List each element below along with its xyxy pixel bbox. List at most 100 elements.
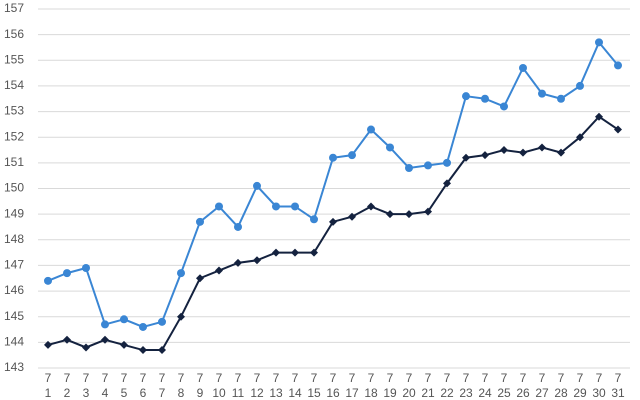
x-tick-label: 4 xyxy=(102,386,109,400)
marker xyxy=(272,248,280,257)
marker xyxy=(614,125,622,134)
marker xyxy=(63,269,71,278)
x-tick-label: 7 xyxy=(159,371,166,385)
marker xyxy=(348,151,356,160)
x-tick-label: 7 xyxy=(368,371,375,385)
marker xyxy=(557,94,565,103)
x-tick-label: 23 xyxy=(459,386,473,400)
x-tick-label: 19 xyxy=(383,386,397,400)
x-tick-label: 31 xyxy=(611,386,625,400)
marker xyxy=(120,315,128,324)
x-tick-label: 29 xyxy=(573,386,587,400)
marker xyxy=(291,248,299,257)
marker xyxy=(386,210,394,219)
x-tick-label: 7 xyxy=(520,371,527,385)
y-tick-label: 154 xyxy=(4,78,24,92)
marker xyxy=(177,312,185,321)
x-tick-label: 25 xyxy=(497,386,511,400)
y-tick-label: 148 xyxy=(4,232,24,246)
marker xyxy=(82,343,90,352)
marker xyxy=(196,217,204,226)
x-tick-label: 7 xyxy=(216,371,223,385)
x-tick-label: 7 xyxy=(387,371,394,385)
x-tick-label: 21 xyxy=(421,386,435,400)
x-tick-label: 7 xyxy=(45,371,52,385)
x-tick-label: 7 xyxy=(615,371,622,385)
x-tick-label: 10 xyxy=(212,386,226,400)
marker xyxy=(101,320,109,329)
marker xyxy=(44,276,52,285)
x-tick-label: 7 xyxy=(140,371,147,385)
x-tick-label: 7 xyxy=(596,371,603,385)
marker xyxy=(443,179,451,188)
marker xyxy=(63,335,71,344)
x-tick-label: 11 xyxy=(232,386,245,400)
x-tick-label: 18 xyxy=(364,386,378,400)
y-tick-label: 149 xyxy=(4,206,24,220)
x-tick-label: 6 xyxy=(140,386,147,400)
x-tick-label: 28 xyxy=(554,386,568,400)
marker xyxy=(538,143,546,152)
x-tick-label: 7 xyxy=(463,371,470,385)
x-tick-label: 7 xyxy=(425,371,432,385)
y-tick-label: 153 xyxy=(4,104,24,118)
marker xyxy=(405,210,413,219)
x-tick-label: 17 xyxy=(345,386,359,400)
x-tick-label: 7 xyxy=(349,371,356,385)
x-tick-label: 12 xyxy=(250,386,264,400)
y-tick-label: 152 xyxy=(4,129,24,143)
marker xyxy=(424,161,432,170)
marker xyxy=(158,346,166,355)
x-tick-label: 7 xyxy=(482,371,489,385)
y-tick-label: 145 xyxy=(4,309,24,323)
x-tick-label: 7 xyxy=(501,371,508,385)
marker xyxy=(120,340,128,349)
x-tick-label: 7 xyxy=(178,371,185,385)
x-tick-label: 14 xyxy=(288,386,302,400)
marker xyxy=(424,207,432,216)
marker xyxy=(329,153,337,162)
marker xyxy=(82,263,90,272)
x-tick-label: 7 xyxy=(235,371,242,385)
x-tick-label: 7 xyxy=(159,386,166,400)
x-tick-label: 7 xyxy=(406,371,413,385)
marker xyxy=(348,212,356,221)
marker xyxy=(367,125,375,134)
x-tick-label: 7 xyxy=(102,371,109,385)
marker xyxy=(462,92,470,101)
y-tick-label: 150 xyxy=(4,181,24,195)
marker xyxy=(44,340,52,349)
marker xyxy=(196,274,204,283)
x-tick-label: 2 xyxy=(64,386,71,400)
marker xyxy=(234,222,242,231)
marker xyxy=(500,146,508,155)
x-tick-label: 20 xyxy=(402,386,416,400)
y-tick-label: 157 xyxy=(4,1,24,15)
marker xyxy=(234,258,242,267)
x-tick-label: 7 xyxy=(254,371,261,385)
marker xyxy=(595,112,603,121)
marker xyxy=(253,181,261,190)
x-tick-label: 9 xyxy=(197,386,204,400)
y-tick-label: 146 xyxy=(4,283,24,297)
marker xyxy=(576,81,584,90)
x-tick-label: 7 xyxy=(539,371,546,385)
marker xyxy=(443,158,451,167)
marker xyxy=(158,317,166,326)
marker xyxy=(481,94,489,103)
x-tick-label: 15 xyxy=(307,386,321,400)
marker xyxy=(386,143,394,152)
y-tick-label: 143 xyxy=(4,360,24,374)
x-tick-label: 7 xyxy=(273,371,280,385)
x-tick-label: 16 xyxy=(326,386,340,400)
x-tick-label: 7 xyxy=(444,371,451,385)
y-tick-label: 151 xyxy=(4,155,24,169)
marker xyxy=(557,148,565,157)
marker xyxy=(101,335,109,344)
x-tick-label: 3 xyxy=(83,386,90,400)
marker xyxy=(310,248,318,257)
x-tick-label: 7 xyxy=(292,371,299,385)
y-tick-label: 144 xyxy=(4,335,24,349)
x-tick-label: 8 xyxy=(178,386,185,400)
